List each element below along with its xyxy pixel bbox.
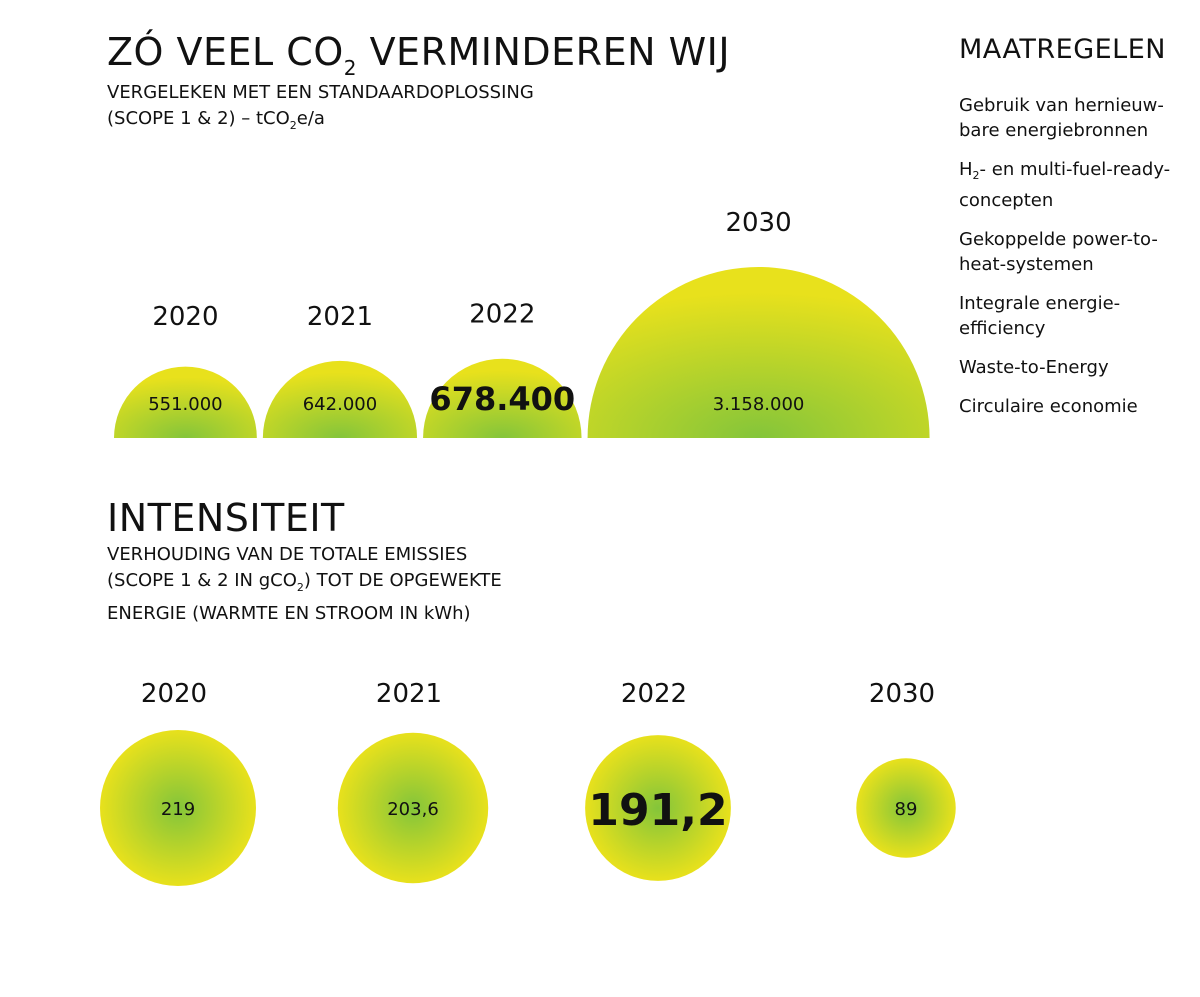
- intensity-circle-2020: [100, 730, 256, 886]
- intensity-value-label-2020: 219: [161, 799, 195, 820]
- reduction-year-label-2020: 2020: [152, 302, 218, 332]
- intensity-year-label-2030: 2030: [869, 679, 935, 709]
- reduction-value-label-2030: 3.158.000: [713, 394, 805, 415]
- intensity-subtitle: VERHOUDING VAN DE TOTALE EMISSIES (SCOPE…: [107, 542, 502, 627]
- intensity-subtitle-line-1: VERHOUDING VAN DE TOTALE EMISSIES: [107, 544, 468, 565]
- intensity-subtitle-line-2: (SCOPE 1 & 2 IN gCO2) TOT DE OPGEWEKTE: [107, 570, 502, 594]
- reduction-year-label-2022: 2022: [469, 300, 535, 330]
- page-subtitle: VERGELEKEN MET EEN STANDAARDOPLOSSING (S…: [107, 80, 534, 139]
- reduction-semicircle-2021: [262, 360, 418, 438]
- page-title: ZÓ VEEL CO2 VERMINDEREN WIJ: [107, 30, 731, 80]
- intensity-circle-2030: [856, 758, 956, 858]
- intensity-subtitle-line-3: ENERGIE (WARMTE EN STROOM IN kWh): [107, 603, 471, 624]
- reduction-year-label-2021: 2021: [307, 302, 373, 332]
- measure-item-efficiency: Integrale energie-efficiency: [959, 293, 1121, 339]
- measure-item-power-to-heat: Gekoppelde power-to-heat-systemen: [959, 229, 1158, 275]
- subtitle-line-1: VERGELEKEN MET EEN STANDAARDOPLOSSING: [107, 82, 534, 103]
- intensity-title: INTENSITEIT: [107, 496, 345, 540]
- intensity-value-label-2021: 203,6: [387, 799, 439, 820]
- reduction-value-label-2020: 551.000: [148, 394, 222, 415]
- intensity-circle-2021: [337, 732, 489, 884]
- intensity-circle-2022: [585, 735, 731, 881]
- reduction-year-label-2030: 2030: [725, 208, 791, 238]
- reduction-value-label-2021: 642.000: [303, 394, 377, 415]
- measure-item-h2-multifuel: H2- en multi-fuel-ready-concepten: [959, 159, 1171, 211]
- intensity-year-label-2020: 2020: [141, 679, 207, 709]
- measures-list: Gebruik van hernieuw-bare energiebronnen…: [959, 93, 1189, 419]
- subtitle-line-2: (SCOPE 1 & 2) – tCO2e/a: [107, 108, 325, 132]
- measure-item-circular-economy: Circulaire economie: [959, 396, 1138, 417]
- measure-item-renewables: Gebruik van hernieuw-bare energiebronnen: [959, 95, 1164, 141]
- reduction-chart: 551.000 2020 642.000 2021 678.400 2022 3.158.0…: [114, 208, 930, 438]
- reduction-semicircle-2020: [114, 366, 257, 438]
- intensity-chart: 219 2020 203,6 2021 191,2 2022 89 2030: [100, 679, 956, 886]
- reduction-value-label-2022: 678.400: [429, 380, 575, 418]
- measures-title: MAATREGELEN: [959, 34, 1166, 65]
- intensity-value-label-2022: 191,2: [588, 785, 727, 836]
- intensity-value-label-2030: 89: [895, 799, 918, 820]
- measure-item-waste-to-energy: Waste-to-Energy: [959, 357, 1109, 378]
- intensity-year-label-2021: 2021: [376, 679, 442, 709]
- intensity-year-label-2022: 2022: [621, 679, 687, 709]
- reduction-semicircle-2022: [423, 358, 582, 438]
- reduction-semicircle-2030: [587, 267, 930, 438]
